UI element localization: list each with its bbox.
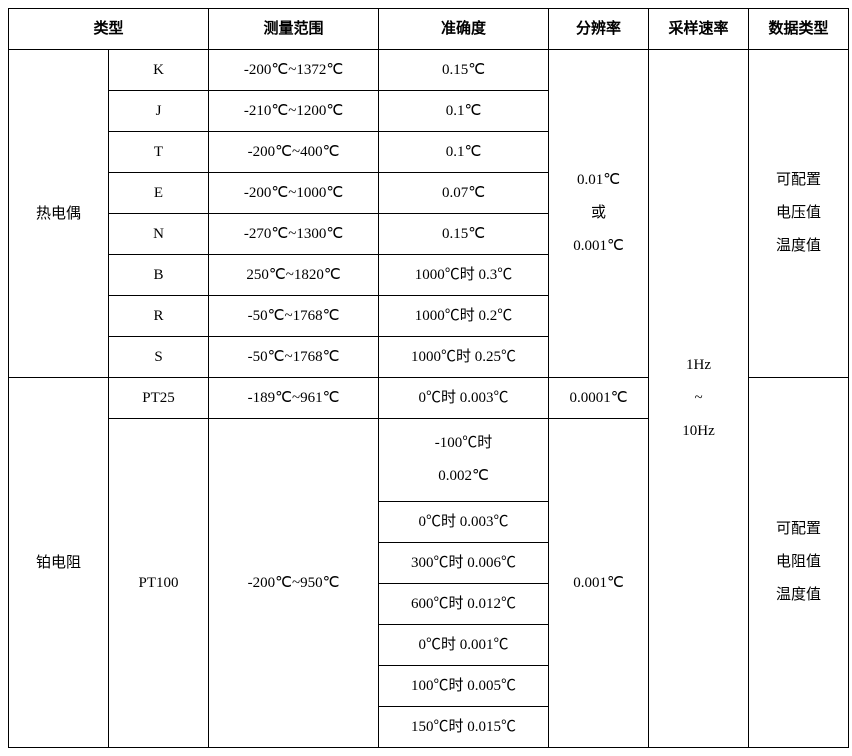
sample-rate-cell: 1Hz~10Hz <box>649 50 749 748</box>
accuracy-cell: 150℃时 0.015℃ <box>379 707 549 748</box>
resolution-pt25: 0.0001℃ <box>549 378 649 419</box>
accuracy-cell: 300℃时 0.006℃ <box>379 543 549 584</box>
accuracy-cell: 600℃时 0.012℃ <box>379 584 549 625</box>
header-data-type: 数据类型 <box>749 9 849 50</box>
range-cell: -200℃~1000℃ <box>209 173 379 214</box>
header-type: 类型 <box>9 9 209 50</box>
subtype-cell: K <box>109 50 209 91</box>
accuracy-cell: 0.07℃ <box>379 173 549 214</box>
subtype-cell: T <box>109 132 209 173</box>
accuracy-cell: 1000℃时 0.2℃ <box>379 296 549 337</box>
data-type-thermocouple: 可配置电压值温度值 <box>749 50 849 378</box>
subtype-cell: E <box>109 173 209 214</box>
accuracy-cell: 0.15℃ <box>379 50 549 91</box>
accuracy-cell: 0.1℃ <box>379 132 549 173</box>
subtype-cell: R <box>109 296 209 337</box>
subtype-cell: N <box>109 214 209 255</box>
group-thermocouple: 热电偶 <box>9 50 109 378</box>
range-cell: -200℃~950℃ <box>209 419 379 748</box>
subtype-cell: PT100 <box>109 419 209 748</box>
accuracy-cell: 0.15℃ <box>379 214 549 255</box>
range-cell: -50℃~1768℃ <box>209 296 379 337</box>
accuracy-cell: 1000℃时 0.3℃ <box>379 255 549 296</box>
range-cell: -270℃~1300℃ <box>209 214 379 255</box>
accuracy-cell: 0.1℃ <box>379 91 549 132</box>
subtype-cell: S <box>109 337 209 378</box>
table-row: 热电偶 K -200℃~1372℃ 0.15℃ 0.01℃或0.001℃ 1Hz… <box>9 50 849 91</box>
header-sample-rate: 采样速率 <box>649 9 749 50</box>
header-accuracy: 准确度 <box>379 9 549 50</box>
range-cell: -200℃~1372℃ <box>209 50 379 91</box>
accuracy-cell: -100℃时0.002℃ <box>379 419 549 502</box>
accuracy-cell: 0℃时 0.001℃ <box>379 625 549 666</box>
range-cell: 250℃~1820℃ <box>209 255 379 296</box>
header-range: 测量范围 <box>209 9 379 50</box>
header-resolution: 分辨率 <box>549 9 649 50</box>
range-cell: -210℃~1200℃ <box>209 91 379 132</box>
resolution-thermocouple: 0.01℃或0.001℃ <box>549 50 649 378</box>
resolution-pt100: 0.001℃ <box>549 419 649 748</box>
subtype-cell: J <box>109 91 209 132</box>
subtype-cell: PT25 <box>109 378 209 419</box>
range-cell: -200℃~400℃ <box>209 132 379 173</box>
header-row: 类型 测量范围 准确度 分辨率 采样速率 数据类型 <box>9 9 849 50</box>
accuracy-cell: 100℃时 0.005℃ <box>379 666 549 707</box>
subtype-cell: B <box>109 255 209 296</box>
accuracy-cell: 0℃时 0.003℃ <box>379 378 549 419</box>
range-cell: -189℃~961℃ <box>209 378 379 419</box>
range-cell: -50℃~1768℃ <box>209 337 379 378</box>
accuracy-cell: 1000℃时 0.25℃ <box>379 337 549 378</box>
spec-table: 类型 测量范围 准确度 分辨率 采样速率 数据类型 热电偶 K -200℃~13… <box>8 8 849 748</box>
group-rtd: 铂电阻 <box>9 378 109 748</box>
accuracy-cell: 0℃时 0.003℃ <box>379 502 549 543</box>
data-type-rtd: 可配置电阻值温度值 <box>749 378 849 748</box>
